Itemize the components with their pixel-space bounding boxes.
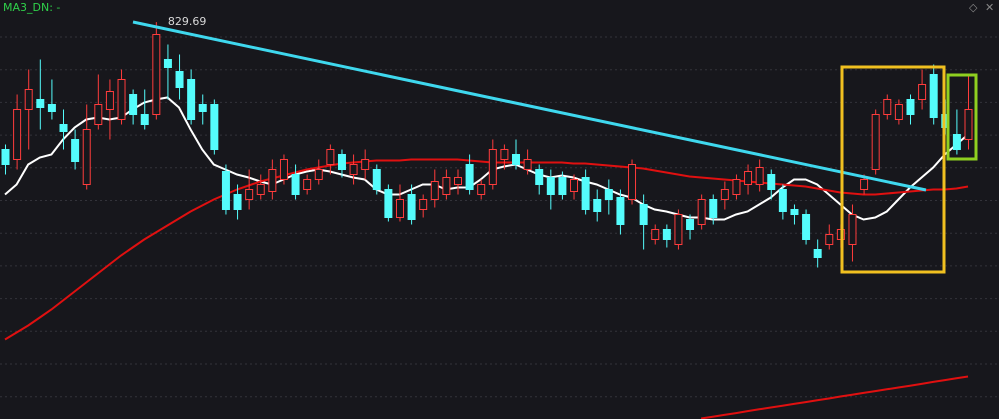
candle-body <box>453 177 462 185</box>
lines <box>4 96 969 419</box>
settings-icon[interactable]: ◇ <box>969 1 978 14</box>
candle-body <box>210 104 219 150</box>
candle-body <box>245 189 254 200</box>
candle-body <box>337 154 346 170</box>
candle-body <box>883 99 892 115</box>
trend-line <box>132 20 927 192</box>
candle-body <box>906 99 915 115</box>
candle-body <box>24 89 33 110</box>
candle-body <box>303 179 312 190</box>
candle-body <box>732 179 741 195</box>
close-icon[interactable]: ✕ <box>985 1 994 14</box>
candle-body <box>477 184 486 195</box>
candle-body <box>720 189 729 200</box>
candle-body <box>279 159 288 180</box>
candle-body <box>894 104 903 120</box>
highlight-box <box>946 73 978 161</box>
candle-body <box>952 134 961 150</box>
candle-body <box>500 149 509 160</box>
candle-body <box>372 169 381 190</box>
candle-body <box>871 114 880 170</box>
candle-body <box>384 189 393 218</box>
candle-body <box>686 219 695 230</box>
candle-body <box>140 114 149 125</box>
candle-body <box>13 109 22 160</box>
candle-body <box>326 149 335 165</box>
candle-body <box>256 184 265 195</box>
candle-body <box>94 104 103 125</box>
candle-body <box>581 177 590 210</box>
candle-body <box>268 169 277 192</box>
candle-body <box>47 104 56 112</box>
candle-body <box>59 124 68 132</box>
candle-body <box>604 189 613 200</box>
ma-line <box>4 158 969 341</box>
candle-body <box>929 74 938 118</box>
candle-body <box>442 177 451 195</box>
candle-body <box>129 94 138 115</box>
candle-body <box>198 104 207 112</box>
highlight-box <box>840 65 946 274</box>
candle-body <box>419 199 428 210</box>
candle-body <box>407 194 416 220</box>
candle-body <box>233 194 242 210</box>
candle-body <box>175 71 184 88</box>
candle-body <box>558 177 567 195</box>
candle-body <box>744 171 753 185</box>
candle-body <box>790 209 799 215</box>
candle-body <box>82 129 91 185</box>
candle-body <box>918 84 927 100</box>
candle-body <box>709 199 718 218</box>
candle-body <box>813 249 822 258</box>
candle-body <box>395 199 404 218</box>
candle-body <box>593 199 602 212</box>
candle-body <box>674 214 683 245</box>
candle-body <box>825 234 834 245</box>
candle-body <box>314 169 323 180</box>
candle-body <box>848 214 857 245</box>
candle-body <box>291 174 300 195</box>
high-label: 829.69 <box>168 15 207 28</box>
candle-body <box>465 164 474 190</box>
candle-body <box>523 159 532 170</box>
candle-body <box>570 179 579 192</box>
candle-body <box>488 149 497 185</box>
candle-body <box>361 159 370 170</box>
candle-body <box>616 197 625 225</box>
candle-body <box>512 154 521 165</box>
candle-body <box>755 167 764 185</box>
candles <box>1 22 973 268</box>
candle-body <box>662 229 671 240</box>
indicator-label: MA3_DN: - <box>3 1 60 14</box>
candle-body <box>546 177 555 195</box>
ma-line <box>700 375 969 419</box>
candle-body <box>221 171 230 210</box>
candle-body <box>628 164 637 200</box>
candle-body <box>535 169 544 185</box>
candle-body <box>36 99 45 108</box>
candle-body <box>163 59 172 68</box>
candle-body <box>152 34 161 115</box>
candle-body <box>349 164 358 175</box>
candle-body <box>105 91 114 110</box>
candle-body <box>1 149 10 165</box>
ma-line <box>4 96 969 221</box>
candle-body <box>860 179 869 190</box>
candle-body <box>651 229 660 240</box>
candle-body <box>778 189 787 212</box>
candle-body <box>802 214 811 240</box>
grid <box>0 36 999 398</box>
candle-body <box>71 139 80 162</box>
candle-body <box>430 181 439 200</box>
candle-body <box>187 79 196 120</box>
candle-body <box>117 79 126 120</box>
candle-body <box>639 204 648 225</box>
candle-body <box>964 109 973 140</box>
candle-body <box>697 199 706 225</box>
candle-body <box>767 174 776 190</box>
